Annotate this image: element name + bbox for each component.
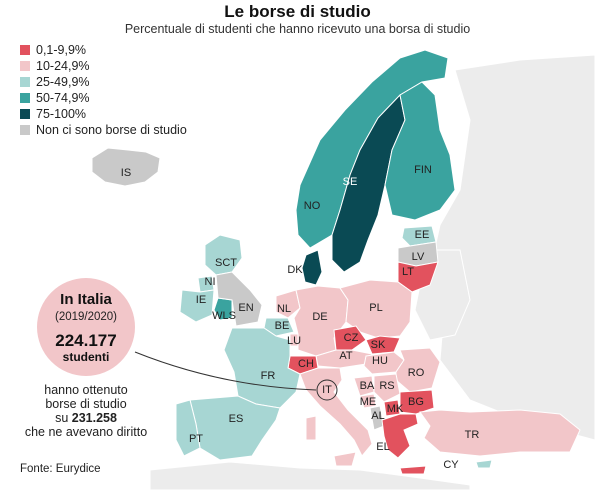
label-DE: DE [312,311,327,323]
legend-label: 10-24,9% [36,59,90,73]
label-PT: PT [189,433,203,445]
country-RS [373,373,401,403]
italy-pointer-line [134,351,317,391]
label-DK: DK [287,264,303,276]
legend-item: 0,1-9,9% [20,42,187,58]
label-BG: BG [408,396,424,408]
label-SE: SE [343,176,358,188]
country-ES [189,395,281,461]
legend-swatch [20,77,30,87]
country-IT-sicily [333,451,357,467]
label-PL: PL [369,302,382,314]
label-LV: LV [412,251,425,263]
label-AL: AL [371,410,384,422]
label-FR: FR [261,370,276,382]
country-PT [175,399,201,457]
italy-callout-description: hanno ottenuto borse di studio su 231.25… [18,383,154,439]
legend-swatch [20,93,30,103]
italy-marker-circle [316,379,338,401]
source-note: Fonte: Eurydice [20,463,101,475]
label-FIN: FIN [414,164,432,176]
label-AT: AT [339,350,353,362]
italy-desc-line: che ne avevano diritto [24,425,148,439]
legend-item: 75-100% [20,106,187,122]
country-FIN [384,81,456,221]
italy-desc-line: borse di studio [45,397,127,411]
italy-desc-line: su 231.258 [18,411,154,425]
country-SK [365,335,401,355]
country-EL-crete [399,465,427,475]
country-CY [475,459,493,469]
legend-label: Non ci sono borse di studio [36,123,187,137]
country-ME [359,393,377,409]
legend-swatch [20,61,30,71]
label-EL: EL [376,441,389,453]
label-TR: TR [465,429,480,441]
legend-item: 50-74,9% [20,90,187,106]
label-SK: SK [371,339,386,351]
italy-desc-line: hanno ottenuto [44,383,128,397]
country-NL [275,289,301,319]
legend-label: 75-100% [36,107,87,121]
map-title: Le borse di studio [224,2,371,21]
label-EN: EN [238,302,253,314]
legend-swatch [20,125,30,135]
label-ME: ME [360,396,377,408]
label-CY: CY [443,459,459,471]
italy-callout-year: (2019/2020) [54,311,118,323]
country-IT [299,367,373,457]
label-WLS: WLS [212,310,236,322]
label-HU: HU [372,355,388,367]
country-EL [381,413,419,459]
country-PL [339,279,413,339]
country-IT-sardinia [305,415,317,441]
italy-desc-value: 231.258 [71,411,117,425]
label-NO: NO [304,200,321,212]
country-IS [91,147,161,187]
label-RO: RO [408,367,425,379]
label-RS: RS [379,380,394,392]
label-MK: MK [387,403,404,415]
label-BE: BE [275,320,290,332]
country-IE [179,289,215,323]
label-CH: CH [298,358,314,370]
label-LT: LT [402,266,414,278]
label-IT: IT [322,384,332,396]
map-subtitle: Percentuale di studenti che hanno ricevu… [124,22,471,36]
label-LU: LU [287,335,301,347]
legend-item: 10-24,9% [20,58,187,74]
legend-label: 0,1-9,9% [36,43,87,57]
label-NL: NL [277,303,291,315]
label-NI: NI [205,276,216,288]
background-land-africa [149,461,471,490]
country-TR [419,409,581,457]
italy-callout-unit: studenti [62,350,110,364]
legend-swatch [20,109,30,119]
label-CZ: CZ [344,332,359,344]
italy-callout-title: In Italia [60,291,112,308]
italy-desc-prefix: su [55,411,72,425]
italy-callout-circle: In Italia (2019/2020) 224.177 studenti [37,278,135,376]
label-BA: BA [360,380,375,392]
legend-item: 25-49,9% [20,74,187,90]
italy-callout-count: 224.177 [55,331,117,350]
label-SCT: SCT [215,257,237,269]
legend: 0,1-9,9% 10-24,9% 25-49,9% 50-74,9% 75-1… [20,42,187,138]
legend-swatch [20,45,30,55]
label-EE: EE [415,229,430,241]
country-CZ [333,325,367,351]
country-BE [263,317,295,337]
country-DK [301,249,323,286]
country-SCT [204,234,243,276]
background-land-east [429,54,595,441]
legend-label: 25-49,9% [36,75,90,89]
label-IS: IS [121,167,131,179]
label-IE: IE [196,294,206,306]
legend-item: Non ci sono borse di studio [20,122,187,138]
label-ES: ES [229,413,244,425]
country-EN [215,271,263,327]
legend-label: 50-74,9% [36,91,90,105]
